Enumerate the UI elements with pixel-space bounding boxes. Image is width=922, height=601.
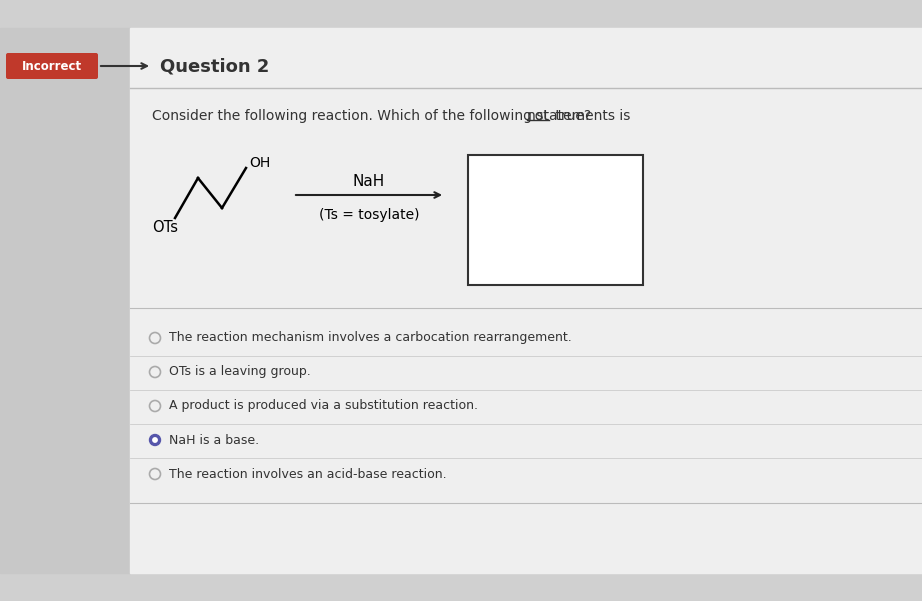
Text: The reaction involves an acid-base reaction.: The reaction involves an acid-base react… [169,468,446,481]
Bar [0,28,130,573]
Text: Question 2: Question 2 [160,57,269,75]
Text: OH: OH [249,156,270,170]
Bar [130,28,922,573]
Circle shape [149,435,160,445]
FancyBboxPatch shape [6,53,98,79]
Text: Consider the following reaction. Which of the following statements is: Consider the following reaction. Which o… [152,109,634,123]
Text: Incorrect: Incorrect [22,59,82,73]
Text: A product is produced via a substitution reaction.: A product is produced via a substitution… [169,400,478,412]
Text: NaH: NaH [353,174,385,189]
Text: OTs is a leaving group.: OTs is a leaving group. [169,365,311,379]
Bar [468,155,643,285]
Text: (Ts = tosylate): (Ts = tosylate) [319,208,420,222]
Text: OTs: OTs [152,221,178,236]
Text: NaH is a base.: NaH is a base. [169,433,259,447]
Text: The reaction mechanism involves a carbocation rearrangement.: The reaction mechanism involves a carboc… [169,332,572,344]
Circle shape [153,438,157,442]
Text: not: not [527,109,550,123]
Bar [0,0,922,28]
Text: true?: true? [551,109,591,123]
Bar [0,573,922,601]
